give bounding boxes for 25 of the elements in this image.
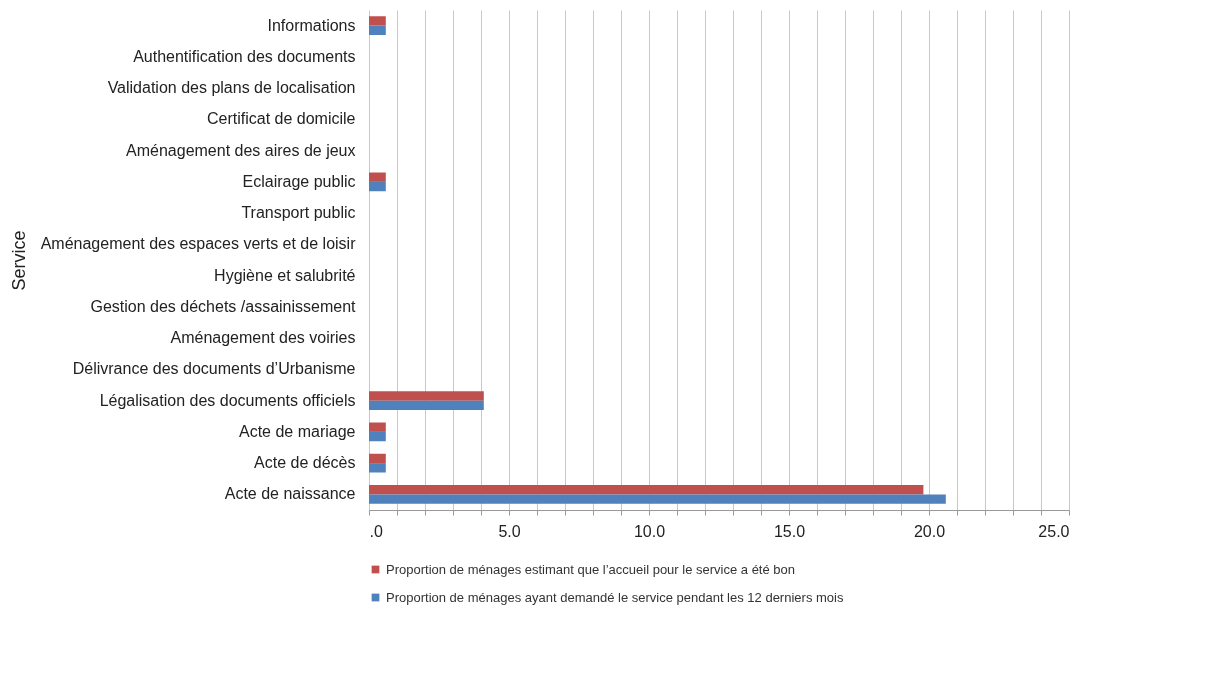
y-tick-label: Acte de décès: [254, 454, 356, 472]
y-tick-label: Hygiène et salubrité: [214, 266, 356, 284]
y-tick-label: Informations: [267, 16, 356, 34]
y-tick-label: Eclairage public: [242, 172, 356, 190]
y-tick-label: Aménagement des aires de jeux: [126, 141, 356, 159]
y-tick-label: Transport public: [241, 204, 356, 222]
y-tick-label: Acte de naissance: [224, 485, 356, 503]
legend-label: Proportion de ménages ayant demandé le service pendant les 12 derniers mois: [386, 589, 844, 605]
x-tick-label: 15.0: [773, 522, 806, 540]
y-tick-label: Gestion des déchets /assainissement: [90, 297, 357, 315]
x-tick-label: 25.0: [1038, 522, 1070, 540]
x-tick-label: 10.0: [633, 522, 666, 540]
legend-label: Proportion de ménages estimant que l’accueil pour le service a été bon: [386, 561, 796, 577]
y-tick-label: Aménagement des voiries: [170, 329, 356, 347]
x-tick-label: .0: [369, 522, 383, 540]
y-tick-label: Authentification des documents: [133, 47, 356, 65]
y-tick-label: Validation des plans de localisation: [107, 79, 356, 97]
y-tick-label: Acte de mariage: [238, 422, 356, 440]
y-tick-label: Légalisation des documents officiels: [99, 391, 356, 409]
y-tick-label: Certificat de domicile: [207, 110, 356, 128]
y-tick-label: Aménagement des espaces verts et de loisir: [40, 235, 357, 253]
x-tick-label: 20.0: [913, 522, 946, 540]
y-axis-title: Service: [8, 230, 29, 291]
y-tick-label: Délivrance des documents d’Urbanisme: [72, 360, 356, 378]
x-tick-label: 5.0: [498, 522, 521, 540]
